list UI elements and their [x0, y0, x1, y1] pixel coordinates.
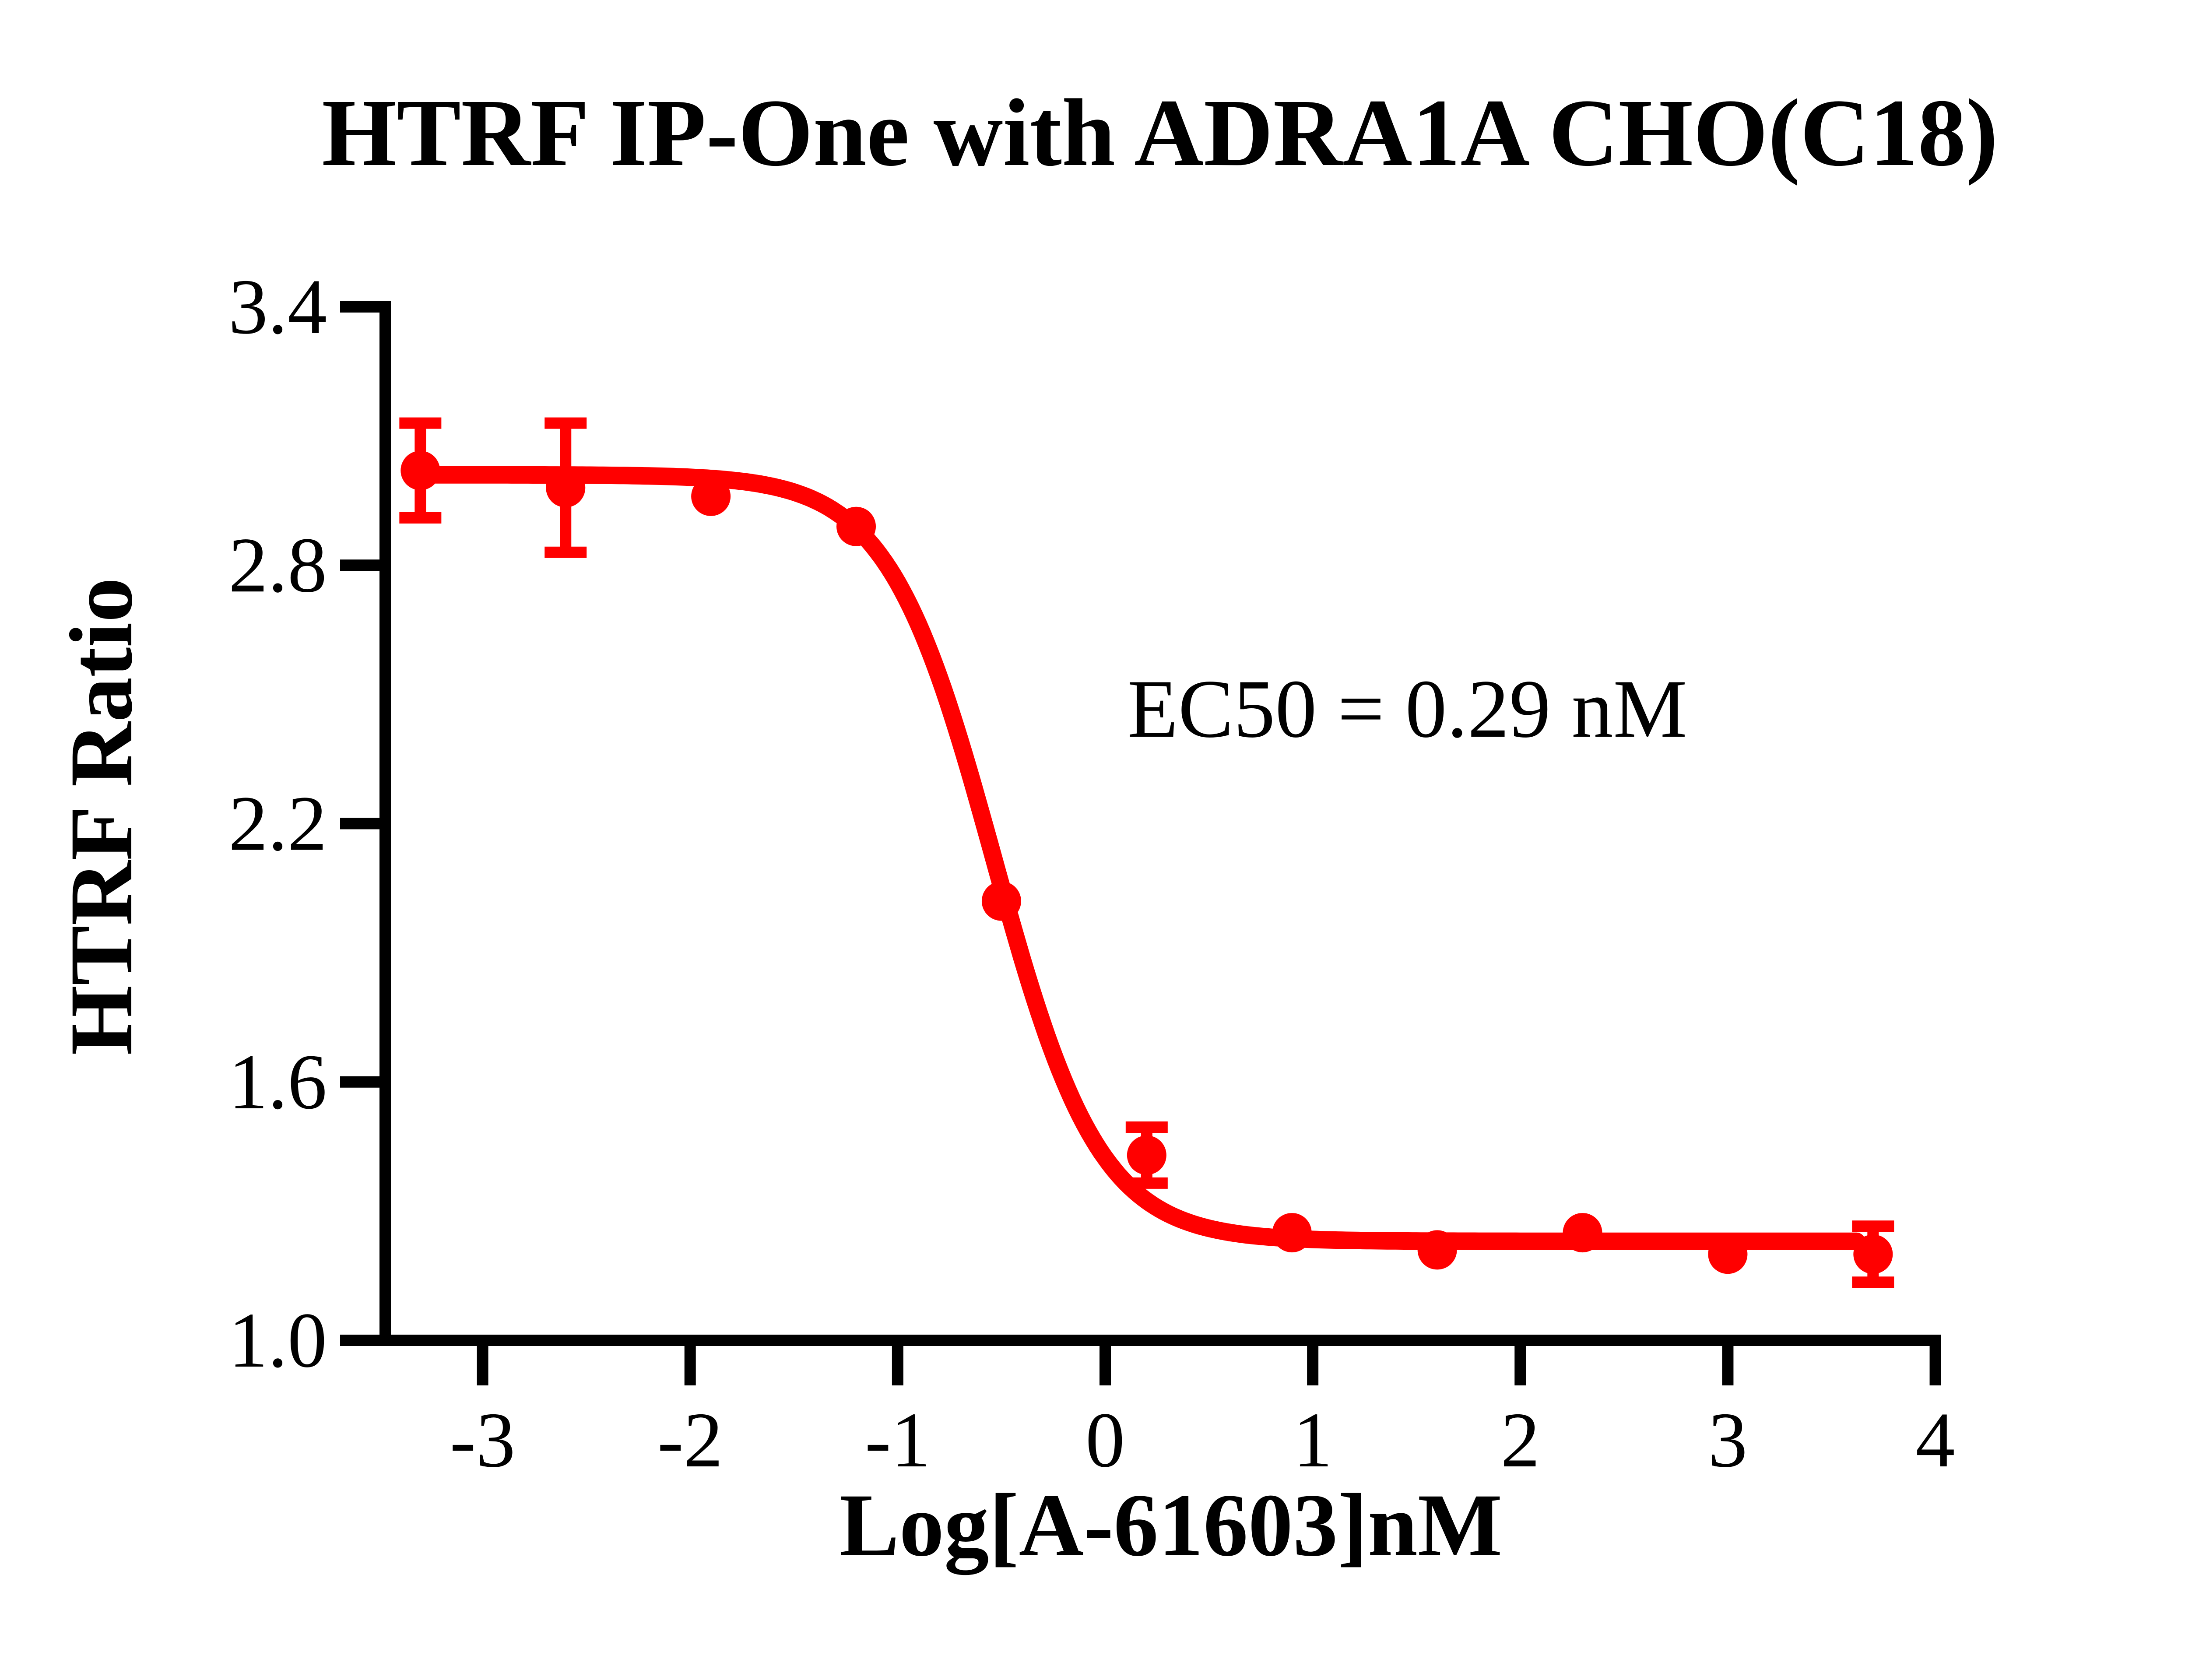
data-point-marker	[400, 450, 440, 490]
x-axis-title: Log[A-61603]nM	[840, 1476, 1503, 1575]
x-tick-label: -1	[865, 1396, 931, 1483]
data-point-marker	[546, 468, 586, 508]
x-tick-label: -2	[657, 1396, 723, 1483]
data-point-marker	[691, 476, 731, 516]
y-axis-title: HTRF Ratio	[52, 577, 151, 1055]
x-tick-label: -3	[450, 1396, 516, 1483]
data-point-marker	[1127, 1135, 1166, 1175]
data-point-marker	[836, 506, 876, 546]
x-tick-label: 2	[1500, 1396, 1540, 1483]
y-tick-label: 2.8	[228, 521, 327, 608]
y-tick-label: 2.2	[228, 780, 327, 867]
y-tick-label: 3.4	[228, 263, 327, 350]
data-point-marker	[1708, 1234, 1748, 1274]
x-tick-label: 4	[1916, 1396, 1955, 1483]
chart-title: HTRF IP-One with ADRA1A CHO(C18)	[322, 79, 1998, 186]
data-point-marker	[1853, 1234, 1893, 1274]
y-tick-label: 1.6	[228, 1038, 327, 1125]
data-point-marker	[1272, 1213, 1312, 1253]
ec50-annotation: EC50 = 0.29 nM	[1128, 663, 1687, 755]
data-point-marker	[981, 881, 1021, 921]
x-tick-label: 0	[1085, 1396, 1125, 1483]
data-point-marker	[1417, 1230, 1457, 1270]
x-tick-label: 1	[1293, 1396, 1332, 1483]
axes-layer: 1.0 1.6 2.2 2.8 3.4 -3 -2 -1 0 1 2 3 4	[228, 263, 1955, 1483]
x-tick-label: 3	[1708, 1396, 1747, 1483]
y-tick-label: 1.0	[228, 1297, 327, 1384]
fit-curve	[411, 466, 1865, 1250]
series-layer	[399, 417, 1894, 1288]
data-point-marker	[1563, 1213, 1602, 1253]
